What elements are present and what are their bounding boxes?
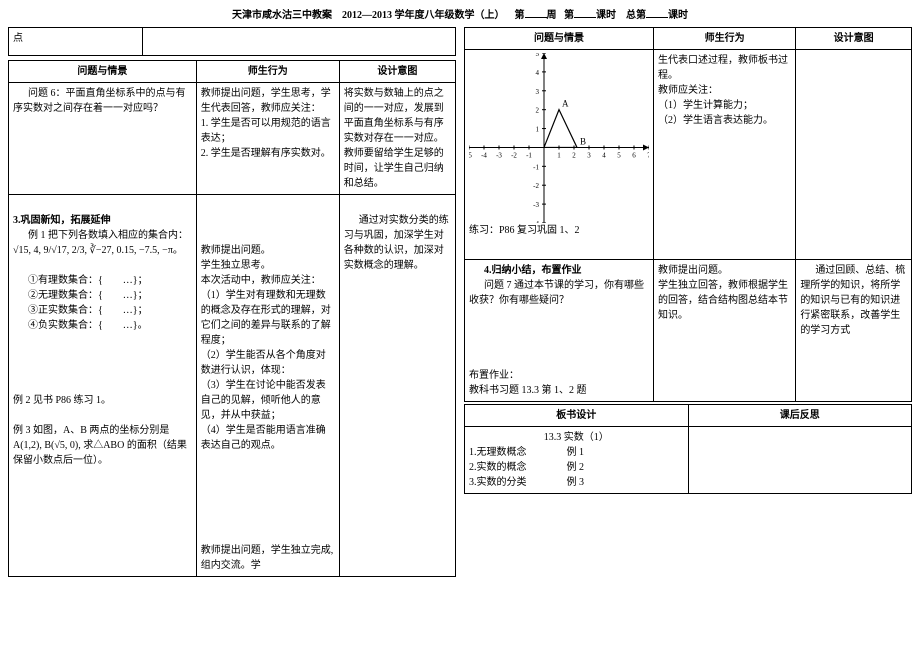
r-col-header-1: 问题与情景 (465, 28, 654, 50)
period-unit: 课时 (596, 10, 616, 21)
svg-text:-4: -4 (481, 151, 487, 159)
school-name: 天津市咸水沽三中教案 (232, 10, 332, 21)
svg-text:1: 1 (557, 151, 561, 159)
svg-text:2: 2 (572, 151, 576, 159)
col-header-2: 师生行为 (196, 61, 339, 83)
svg-text:4: 4 (602, 151, 606, 159)
svg-text:-5: -5 (469, 151, 472, 159)
svg-text:1: 1 (536, 126, 540, 134)
reflect-content (688, 427, 912, 494)
svg-text:-2: -2 (511, 151, 517, 159)
cell-r1c2: 教师提出问题，学生思考，学生代表回答，教师应关注： 1. 学生是否可以用规范的语… (196, 83, 339, 195)
r-r1c2: 生代表口述过程，教师板书过程。 教师应关注： （1）学生计算能力； （2）学生语… (654, 50, 796, 260)
board-l1: 1.无理数概念 例 1 (469, 445, 684, 460)
ex3: 例 3 如图，A、B 两点的坐标分别是 A(1,2), B(√5, 0), 求△… (13, 423, 192, 468)
cell-r2c3: 通过对实数分类的练习与巩固，加深学生对各种数的认识，加深对实数概念的理解。 (339, 195, 455, 577)
cell-r1c3: 将实数与数轴上的点之间的一一对应，发展到平面直角坐标系与有序实数对存在一一对应。… (339, 83, 455, 195)
svg-text:5: 5 (617, 151, 621, 159)
ex1-b: ②无理数集合：{ …}； (13, 288, 192, 303)
svg-text:4: 4 (536, 69, 540, 77)
r-r2c2: 教师提出问题。 学生独立回答，教师根据学生的回答，结合结构图总结本节知识。 (654, 260, 796, 402)
r-col-header-3: 设计意图 (796, 28, 912, 50)
week-unit: 周 (547, 10, 557, 21)
board-l2: 2.实数的概念 例 2 (469, 460, 684, 475)
top-label: 点 (9, 28, 143, 56)
board-content: 13.3 实数（1） 1.无理数概念 例 1 2.实数的概念 例 2 3.实数的… (465, 427, 689, 494)
ex1-c: ③正实数集合：{ …}； (13, 303, 192, 318)
ex1-a: ①有理数集合：{ …}； (13, 273, 192, 288)
q6-text: 问题 6：平面直角坐标系中的点与有序实数对之间存在着一一对应吗？ (13, 86, 192, 116)
svg-text:B: B (580, 136, 586, 146)
top-empty (143, 28, 456, 56)
sec4-title: 4.归纳小结，布置作业 (469, 263, 649, 278)
total-label: 总第 (626, 10, 646, 21)
left-top-table: 点 (8, 27, 456, 56)
sec3-title: 3.巩固新知，拓展延伸 (13, 213, 192, 228)
svg-text:5: 5 (536, 53, 540, 58)
triangle-chart: -5-4-3-2-11234567-4-3-2-112345AB (469, 53, 649, 223)
svg-text:-3: -3 (533, 201, 539, 209)
board-table: 板书设计 课后反思 13.3 实数（1） 1.无理数概念 例 1 2.实数的概念… (464, 404, 912, 494)
ex2: 例 2 见书 P86 练习 1。 (13, 393, 192, 408)
svg-text:-1: -1 (533, 163, 539, 171)
svg-text:3: 3 (587, 151, 591, 159)
period-label: 第 (564, 10, 574, 21)
svg-text:2: 2 (536, 107, 540, 115)
q7-text: 问题 7 通过本节课的学习，你有哪些收获？你有哪些疑问？ (469, 278, 649, 308)
ex1-label: 例 1 把下列各数填入相应的集合内： (13, 228, 192, 243)
cell-r2c2: 教师提出问题。 学生独立思考。 本次活动中，教师应关注： （1）学生对有理数和无… (196, 195, 339, 577)
right-main-table: 问题与情景 师生行为 设计意图 -5-4-3-2-11234567-4-3-2-… (464, 27, 912, 402)
r-col-header-2: 师生行为 (654, 28, 796, 50)
svg-text:7: 7 (647, 151, 649, 159)
cell-q6: 问题 6：平面直角坐标系中的点与有序实数对之间存在着一一对应吗？ (9, 83, 197, 195)
col-header-3: 设计意图 (339, 61, 455, 83)
left-main-table: 问题与情景 师生行为 设计意图 问题 6：平面直角坐标系中的点与有序实数对之间存… (8, 60, 456, 577)
svg-text:6: 6 (632, 151, 636, 159)
total-unit: 课时 (668, 10, 688, 21)
svg-text:3: 3 (536, 88, 540, 96)
board-header: 板书设计 (465, 405, 689, 427)
practice-text: 练习：P86 复习巩固 1、2 (469, 223, 649, 238)
board-title: 13.3 实数（1） (469, 430, 684, 445)
reflect-header: 课后反思 (688, 405, 912, 427)
hw-text: 教科书习题 13.3 第 1、2 题 (469, 383, 649, 398)
svg-text:-1: -1 (526, 151, 532, 159)
right-page: 问题与情景 师生行为 设计意图 -5-4-3-2-11234567-4-3-2-… (464, 27, 912, 577)
board-l3: 3.实数的分类 例 3 (469, 475, 684, 490)
col-header-1: 问题与情景 (9, 61, 197, 83)
hw-title: 布置作业： (469, 368, 649, 383)
page-header: 天津市咸水沽三中教案 2012—2013 学年度八年级数学（上） 第周 第课时 … (0, 0, 920, 27)
ex1-math: √15, 4, 9/√17, 2/3, ∛−27, 0.15, −7.5, −π… (13, 243, 192, 258)
ex1-d: ④负实数集合：{ …}。 (13, 318, 192, 333)
chart-cell: -5-4-3-2-11234567-4-3-2-112345AB 练习：P86 … (465, 50, 654, 260)
left-page: 点 问题与情景 师生行为 设计意图 问题 6：平面直角坐标系中的点与有序实数对之… (8, 27, 456, 577)
r-sec4: 4.归纳小结，布置作业 问题 7 通过本节课的学习，你有哪些收获？你有哪些疑问？… (465, 260, 654, 402)
svg-text:A: A (562, 99, 569, 109)
svg-text:-2: -2 (533, 182, 539, 190)
cell-sec3: 3.巩固新知，拓展延伸 例 1 把下列各数填入相应的集合内： √15, 4, 9… (9, 195, 197, 577)
svg-text:-3: -3 (496, 151, 502, 159)
r-r1c3 (796, 50, 912, 260)
r-r2c3: 通过回顾、总结、梳理所学的知识，将所学的知识与已有的知识进行紧密联系，改善学生的… (796, 260, 912, 402)
week-label: 第 (515, 10, 525, 21)
year: 2012—2013 学年度八年级数学（上） (342, 10, 505, 21)
